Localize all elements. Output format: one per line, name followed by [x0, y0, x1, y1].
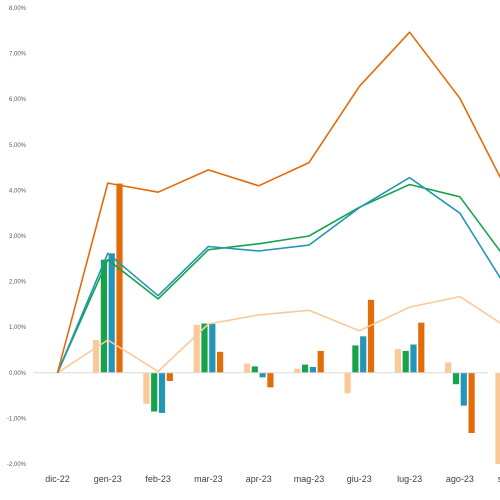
y-tick-label: -1,00% [7, 416, 27, 422]
y-tick-label: 7,00% [9, 52, 27, 58]
x-category-label: giu-23 [347, 474, 372, 484]
bar-series-group [93, 183, 500, 464]
bar-s1-apr-23 [251, 366, 258, 373]
bar-s3-lug-23 [418, 322, 425, 373]
x-category-label: mag-23 [294, 474, 325, 484]
bar-s0-gen-23 [93, 339, 100, 373]
bar-s0-lug-23 [394, 349, 401, 373]
y-tick-label: 0,00% [9, 371, 27, 377]
bar-s3-apr-23 [267, 372, 274, 388]
bar-s1-gen-23 [100, 259, 107, 373]
y-axis-ticks: -2,00% -1,00% 0,00% 1,00% 2,00% 3,00% 4,00% 5,0… [7, 6, 27, 468]
bar-s3-ago-23 [468, 372, 475, 433]
x-category-label: feb-23 [145, 474, 171, 484]
x-category-label: apr-23 [246, 474, 272, 484]
x-category-label: lug-23 [397, 474, 422, 484]
y-tick-label: 4,00% [9, 188, 27, 194]
x-category-label: dic-22 [45, 474, 70, 484]
bar-s3-mag-23 [317, 350, 324, 373]
bar-s0-set-23 [495, 372, 500, 464]
bar-s0-apr-23 [243, 363, 251, 373]
y-tick-label: -2,00% [7, 462, 27, 468]
x-category-label: set-23 [498, 474, 500, 484]
x-category-label: mar-23 [194, 474, 223, 484]
bar-s2-mag-23 [309, 366, 316, 373]
line-series-0 [57, 295, 500, 374]
y-tick-label: 2,00% [9, 280, 27, 286]
bar-s1-feb-23 [151, 372, 158, 412]
bar-s0-mag-23 [294, 368, 301, 373]
bar-s2-giu-23 [360, 336, 367, 373]
bar-s2-apr-23 [259, 372, 266, 378]
y-tick-label: 3,00% [9, 234, 27, 240]
bar-s2-ago-23 [460, 372, 467, 406]
line-series-group [56, 31, 500, 374]
bar-s3-giu-23 [367, 299, 375, 373]
bar-s2-mar-23 [209, 324, 216, 373]
bar-s1-mag-23 [302, 364, 309, 373]
bar-s2-lug-23 [410, 344, 417, 373]
x-category-label: gen-23 [94, 474, 122, 484]
bar-s0-mar-23 [193, 324, 200, 373]
y-tick-label: 5,00% [9, 143, 27, 149]
bar-s3-mar-23 [217, 351, 224, 373]
bar-s0-giu-23 [344, 372, 351, 394]
bar-s0-feb-23 [143, 372, 150, 404]
x-category-label: ago-23 [446, 474, 474, 484]
bar-s1-ago-23 [452, 372, 460, 385]
bar-s1-lug-23 [402, 350, 409, 373]
y-tick-label: 8,00% [9, 6, 27, 12]
bar-s2-gen-23 [108, 253, 115, 373]
x-axis-categories: dic-22 gen-23 feb-23 mar-23 apr-23 mag-23 giu-… [45, 474, 500, 484]
bar-s1-mar-23 [201, 323, 208, 373]
bar-s2-feb-23 [158, 372, 166, 413]
line-series-2 [56, 176, 500, 374]
bar-s3-feb-23 [166, 372, 173, 382]
y-tick-label: 6,00% [9, 97, 27, 103]
line-series-1 [56, 183, 500, 374]
bar-s3-gen-23 [116, 183, 123, 373]
line-series-3 [56, 31, 500, 374]
bar-s1-giu-23 [352, 345, 359, 373]
y-tick-label: 1,00% [9, 325, 27, 331]
bar-s0-ago-23 [445, 362, 452, 373]
